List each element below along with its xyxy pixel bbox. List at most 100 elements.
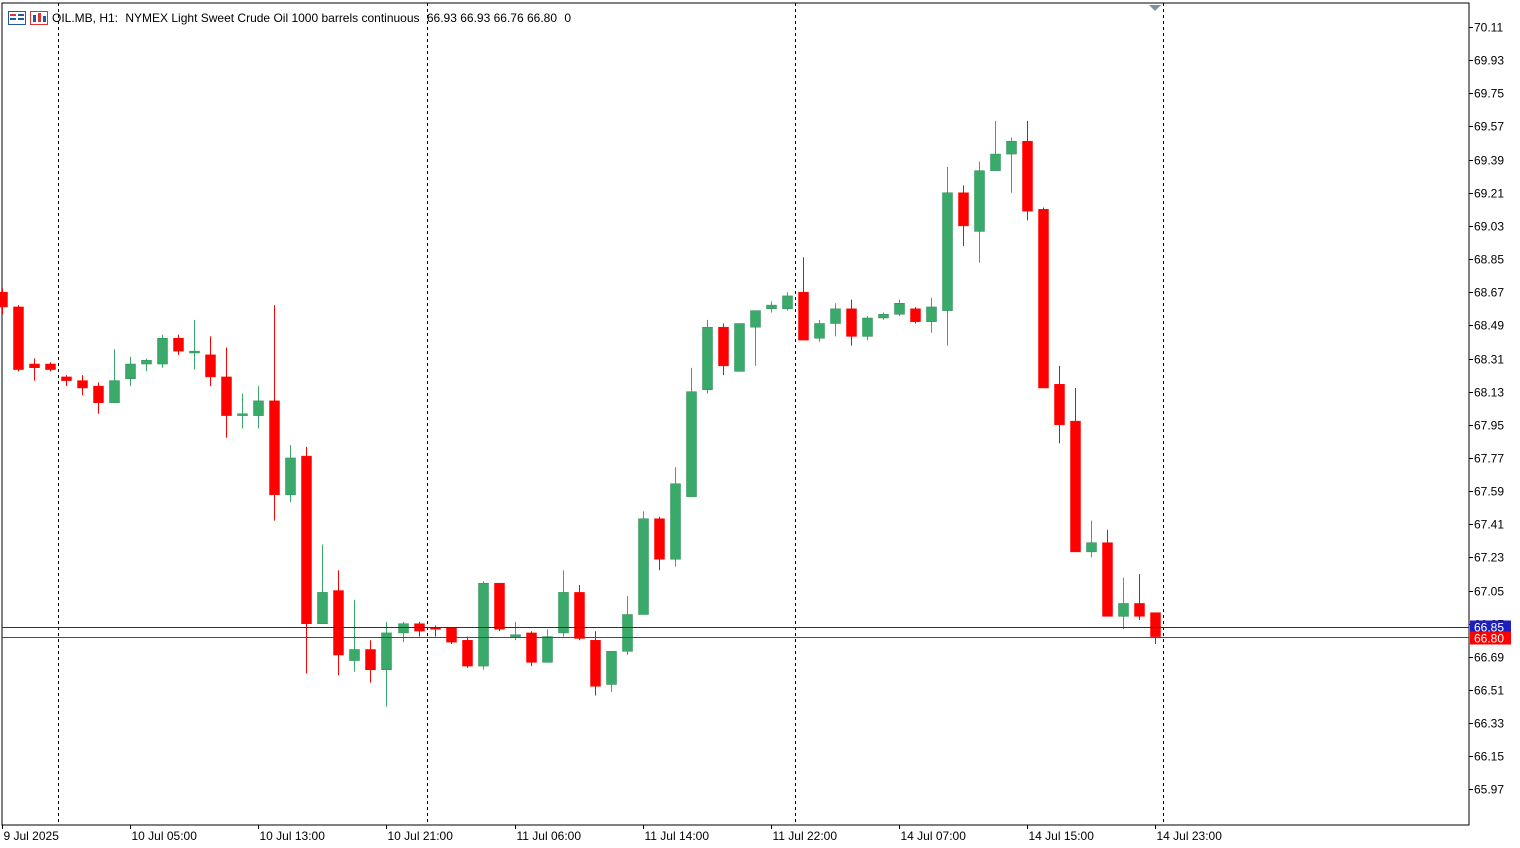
- candle[interactable]: [542, 629, 553, 663]
- candle[interactable]: [125, 356, 136, 387]
- candle-body-bull: [942, 192, 953, 311]
- candle[interactable]: [189, 319, 200, 370]
- candle[interactable]: [686, 367, 697, 497]
- candle[interactable]: [13, 305, 24, 372]
- candle[interactable]: [734, 323, 745, 372]
- candle[interactable]: [1150, 612, 1161, 644]
- candle[interactable]: [1054, 365, 1065, 444]
- candle[interactable]: [718, 323, 729, 376]
- candle-body-bull: [157, 337, 168, 365]
- candle[interactable]: [381, 621, 392, 707]
- candle[interactable]: [349, 599, 360, 672]
- grid-menu-icon[interactable]: [8, 11, 26, 25]
- candle[interactable]: [766, 301, 777, 313]
- candle[interactable]: [237, 393, 248, 429]
- price-tick-label: 69.39: [1474, 154, 1504, 168]
- candle[interactable]: [1022, 120, 1033, 221]
- candle[interactable]: [365, 640, 376, 683]
- candle[interactable]: [606, 651, 617, 692]
- candle[interactable]: [1086, 520, 1097, 558]
- candle[interactable]: [526, 631, 537, 667]
- candle-body-bull: [381, 632, 392, 671]
- candle[interactable]: [253, 386, 264, 429]
- candle[interactable]: [942, 166, 953, 346]
- candle[interactable]: [878, 312, 889, 320]
- candle[interactable]: [1038, 207, 1049, 389]
- candle[interactable]: [141, 358, 152, 372]
- candle[interactable]: [301, 446, 312, 674]
- candle-body-bull: [141, 360, 152, 365]
- candle[interactable]: [333, 570, 344, 676]
- candle[interactable]: [398, 621, 409, 643]
- price-tick-label: 67.59: [1474, 485, 1504, 499]
- candle[interactable]: [638, 511, 649, 615]
- candle[interactable]: [45, 362, 56, 372]
- candle[interactable]: [990, 120, 1001, 171]
- candle[interactable]: [894, 299, 905, 317]
- candle[interactable]: [798, 257, 809, 341]
- price-tick-label: 69.57: [1474, 120, 1504, 134]
- candle[interactable]: [0, 288, 8, 315]
- candle[interactable]: [29, 358, 40, 381]
- candle[interactable]: [830, 303, 841, 337]
- candle[interactable]: [285, 445, 296, 503]
- candle[interactable]: [814, 319, 825, 342]
- candle[interactable]: [670, 467, 681, 567]
- candle[interactable]: [782, 292, 793, 311]
- ohlc-values: 66.93 66.93 66.76 66.80: [426, 11, 557, 25]
- candle[interactable]: [77, 375, 88, 396]
- candle[interactable]: [173, 334, 184, 355]
- candle-body-bull: [702, 326, 713, 391]
- candle[interactable]: [702, 319, 713, 394]
- candle[interactable]: [622, 596, 633, 656]
- price-tick-label: 67.77: [1474, 452, 1504, 466]
- candle[interactable]: [109, 349, 120, 403]
- chart-type-icon[interactable]: [30, 11, 48, 25]
- candle[interactable]: [478, 581, 489, 670]
- candle[interactable]: [654, 516, 665, 571]
- candle[interactable]: [93, 382, 104, 414]
- candle[interactable]: [862, 316, 873, 341]
- candle[interactable]: [1134, 573, 1145, 621]
- candle[interactable]: [958, 185, 969, 247]
- candle-body-bear: [1134, 603, 1145, 617]
- candle[interactable]: [926, 297, 937, 333]
- candle[interactable]: [558, 570, 569, 637]
- candle[interactable]: [1102, 529, 1113, 617]
- candle[interactable]: [205, 336, 216, 387]
- candle[interactable]: [462, 636, 473, 668]
- time-tick-label: 9 Jul 2025: [4, 829, 60, 843]
- candle-body-bull: [478, 582, 489, 667]
- candle[interactable]: [269, 305, 280, 521]
- candle-body-bear: [462, 640, 473, 667]
- candle[interactable]: [590, 631, 601, 696]
- candle-body-bull: [606, 651, 617, 685]
- candle-body-bear: [173, 337, 184, 352]
- candle[interactable]: [1118, 577, 1129, 630]
- candle-body-bull: [686, 391, 697, 497]
- candle-body-bull: [782, 295, 793, 310]
- candle-body-bear: [61, 376, 72, 381]
- candle[interactable]: [1006, 137, 1017, 193]
- candle[interactable]: [61, 375, 72, 387]
- scroll-marker-icon[interactable]: [1149, 5, 1161, 11]
- candle[interactable]: [221, 347, 232, 438]
- candle[interactable]: [494, 582, 505, 632]
- price-tick-label: 69.93: [1474, 54, 1504, 68]
- candle[interactable]: [317, 544, 328, 624]
- symbol-label: OIL.MB, H1:: [52, 11, 119, 25]
- candle[interactable]: [846, 299, 857, 346]
- candle[interactable]: [1070, 387, 1081, 553]
- price-tick-label: 67.05: [1474, 585, 1504, 599]
- candle-body-bear: [221, 376, 232, 416]
- candle[interactable]: [446, 627, 457, 644]
- candle[interactable]: [750, 310, 761, 366]
- candle[interactable]: [910, 306, 921, 324]
- candle[interactable]: [157, 334, 168, 368]
- candle[interactable]: [974, 161, 985, 263]
- candle[interactable]: [574, 585, 585, 641]
- candle-body-bull: [253, 400, 264, 416]
- candle-body-bear: [0, 291, 8, 308]
